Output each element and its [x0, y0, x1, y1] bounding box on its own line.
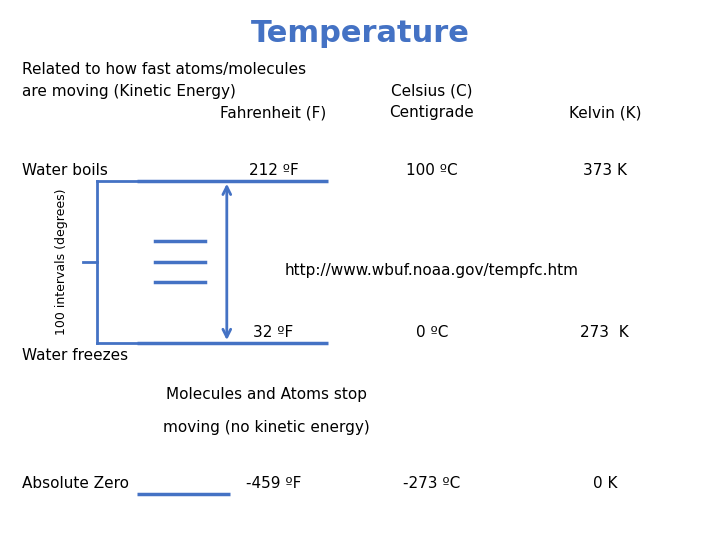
Text: 0 K: 0 K: [593, 476, 617, 491]
Text: Fahrenheit (F): Fahrenheit (F): [220, 105, 327, 120]
Text: Kelvin (K): Kelvin (K): [569, 105, 641, 120]
Text: 0 ºC: 0 ºC: [416, 325, 448, 340]
Text: -459 ºF: -459 ºF: [246, 476, 301, 491]
Text: http://www.wbuf.noaa.gov/tempfc.htm: http://www.wbuf.noaa.gov/tempfc.htm: [285, 262, 579, 278]
Text: Celsius (C): Celsius (C): [391, 84, 473, 99]
Text: 373 K: 373 K: [582, 163, 627, 178]
Text: 212 ºF: 212 ºF: [248, 163, 299, 178]
Text: Water freezes: Water freezes: [22, 348, 127, 363]
Text: 273  K: 273 K: [580, 325, 629, 340]
Text: are moving (Kinetic Energy): are moving (Kinetic Energy): [22, 84, 235, 99]
Text: Absolute Zero: Absolute Zero: [22, 476, 129, 491]
Text: Molecules and Atoms stop: Molecules and Atoms stop: [166, 387, 367, 402]
Text: Water boils: Water boils: [22, 163, 107, 178]
Text: 32 ºF: 32 ºF: [253, 325, 294, 340]
Text: -273 ºC: -273 ºC: [403, 476, 461, 491]
Text: Related to how fast atoms/molecules: Related to how fast atoms/molecules: [22, 62, 306, 77]
Text: 100 ºC: 100 ºC: [406, 163, 458, 178]
Text: 100 intervals (degrees): 100 intervals (degrees): [55, 188, 68, 335]
Text: Temperature: Temperature: [251, 19, 469, 48]
Text: Centigrade: Centigrade: [390, 105, 474, 120]
Text: moving (no kinetic energy): moving (no kinetic energy): [163, 420, 370, 435]
